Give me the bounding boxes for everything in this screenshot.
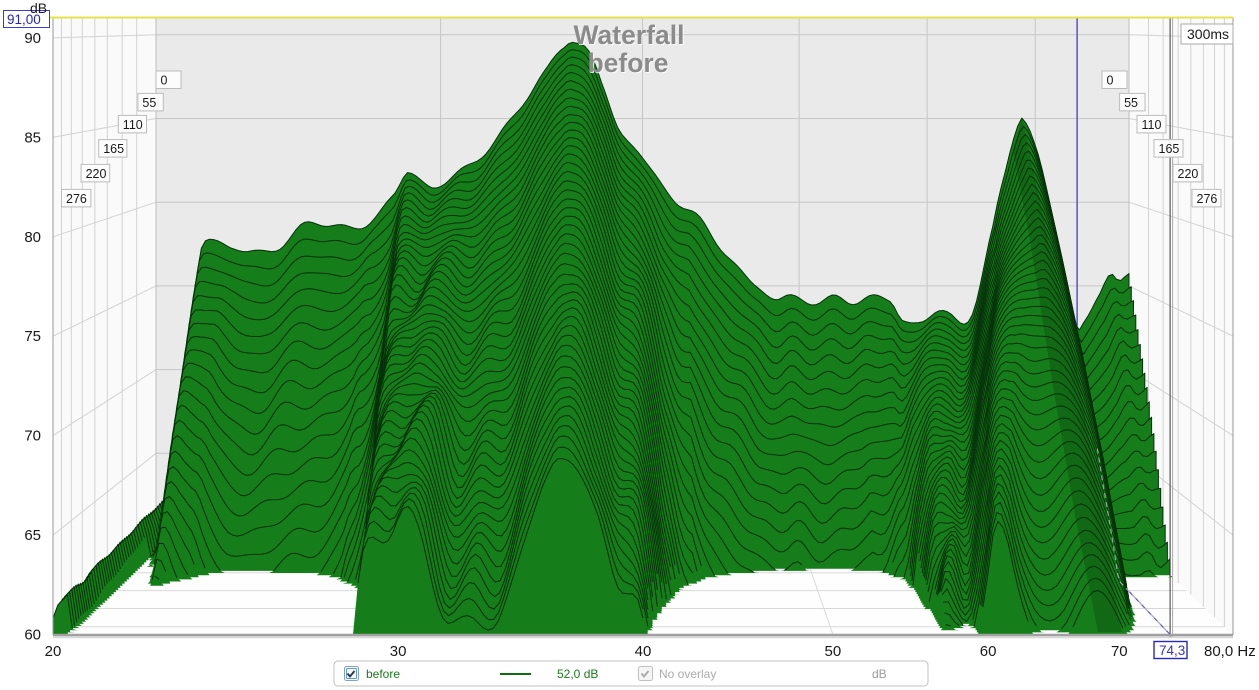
svg-text:220: 220 (1178, 167, 1199, 181)
svg-text:70: 70 (24, 428, 41, 445)
svg-text:300ms: 300ms (1187, 26, 1229, 42)
svg-text:75: 75 (24, 328, 41, 345)
svg-text:50: 50 (825, 643, 842, 660)
svg-text:80: 80 (24, 229, 41, 246)
svg-text:110: 110 (123, 118, 143, 132)
svg-text:65: 65 (24, 527, 41, 544)
svg-text:80,0 Hz: 80,0 Hz (1204, 643, 1256, 660)
svg-text:Waterfall: Waterfall (574, 20, 685, 50)
svg-text:No overlay: No overlay (659, 667, 716, 681)
svg-text:165: 165 (103, 142, 124, 156)
svg-text:52,0 dB: 52,0 dB (557, 667, 598, 681)
svg-text:60: 60 (24, 627, 41, 644)
svg-text:85: 85 (24, 129, 41, 146)
svg-text:55: 55 (142, 96, 156, 110)
svg-text:55: 55 (1124, 96, 1138, 110)
svg-text:0: 0 (1107, 74, 1114, 88)
svg-text:dB: dB (872, 667, 887, 681)
svg-text:20: 20 (45, 643, 62, 660)
svg-text:before: before (588, 48, 669, 78)
svg-text:165: 165 (1159, 142, 1180, 156)
svg-text:110: 110 (1142, 118, 1162, 132)
svg-text:30: 30 (390, 643, 407, 660)
svg-text:0: 0 (161, 74, 168, 88)
svg-text:276: 276 (1197, 192, 1218, 206)
svg-text:dB: dB (30, 0, 47, 16)
svg-text:before: before (366, 667, 400, 681)
svg-text:276: 276 (66, 192, 87, 206)
svg-text:74,3: 74,3 (1159, 643, 1185, 658)
svg-text:40: 40 (635, 643, 652, 660)
svg-text:70: 70 (1111, 643, 1128, 660)
svg-text:91,00: 91,00 (7, 12, 41, 27)
svg-text:60: 60 (980, 643, 997, 660)
svg-text:220: 220 (86, 167, 107, 181)
svg-text:90: 90 (24, 30, 41, 47)
svg-text:before: before (589, 49, 670, 79)
svg-text:Waterfall: Waterfall (575, 21, 686, 51)
